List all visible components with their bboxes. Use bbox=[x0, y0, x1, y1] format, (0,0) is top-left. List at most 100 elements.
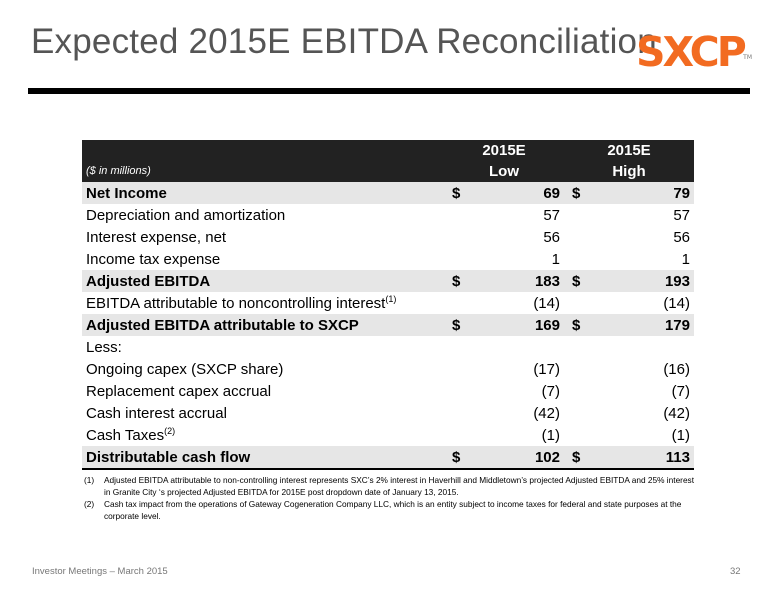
value-low: 69 bbox=[470, 182, 564, 204]
header-spacer bbox=[82, 140, 444, 160]
currency-low: $ bbox=[444, 182, 470, 204]
value-high: 57 bbox=[673, 206, 690, 224]
table-header-row-2: ($ in millions) Low High bbox=[82, 160, 694, 182]
footnote-text: Cash tax impact from the operations of G… bbox=[104, 499, 682, 521]
value-low: 1 bbox=[551, 250, 560, 268]
row-label-text: Distributable cash flow bbox=[86, 448, 251, 466]
currency-low bbox=[444, 248, 470, 270]
row-label-text: Interest expense, net bbox=[86, 228, 227, 246]
value-high: 193 bbox=[590, 270, 694, 292]
currency-low: $ bbox=[444, 270, 470, 292]
footnote-number: (1) bbox=[84, 475, 95, 485]
row-label: Cash interest accrual bbox=[82, 402, 444, 424]
currency-high: $ bbox=[564, 270, 590, 292]
row-label: Income tax expense bbox=[82, 248, 444, 270]
currency-high: $ bbox=[564, 182, 590, 204]
row-label: Depreciation and amortization bbox=[82, 204, 444, 226]
value-high: 79 bbox=[590, 182, 694, 204]
currency-high: $ bbox=[564, 314, 590, 336]
row-label: Adjusted EBITDA attributable to SXCP bbox=[82, 314, 444, 336]
currency-low bbox=[444, 204, 470, 226]
row-label-text: EBITDA attributable to noncontrolling in… bbox=[86, 295, 386, 312]
row-label: Replacement capex accrual bbox=[82, 380, 444, 402]
logo-text: SXCP bbox=[636, 28, 747, 76]
currency-high bbox=[564, 336, 590, 358]
row-label-text: Adjusted EBITDA bbox=[86, 272, 211, 290]
table-header-row-1: 2015E 2015E bbox=[82, 140, 694, 160]
currency-high bbox=[564, 226, 590, 248]
row-label: Less: bbox=[82, 336, 444, 358]
row-label-text: Less: bbox=[86, 338, 122, 356]
value-low: (42) bbox=[533, 404, 560, 422]
value-high: (14) bbox=[663, 294, 690, 312]
value-low: (1) bbox=[541, 426, 560, 444]
table-row: Income tax expense 1 1 bbox=[82, 248, 694, 270]
currency-low bbox=[444, 336, 470, 358]
col-high-label: High bbox=[564, 160, 694, 182]
units-label: ($ in millions) bbox=[82, 160, 444, 182]
value-high: 56 bbox=[673, 228, 690, 246]
row-label-text: Depreciation and amortization bbox=[86, 206, 286, 224]
value-low bbox=[470, 336, 564, 358]
value-low: (7) bbox=[541, 382, 560, 400]
footnote-number: (2) bbox=[84, 499, 95, 509]
value-low: 57 bbox=[543, 206, 560, 224]
table-row: Less: bbox=[82, 336, 694, 358]
value-high: (42) bbox=[663, 404, 690, 422]
table-row: Cash Taxes(2) (1) (1) bbox=[82, 424, 694, 446]
value-high: 113 bbox=[590, 446, 694, 470]
table-row: EBITDA attributable to noncontrolling in… bbox=[82, 292, 694, 314]
value-high: (7) bbox=[671, 382, 690, 400]
currency-low bbox=[444, 226, 470, 248]
logo-trademark: TM bbox=[743, 54, 752, 61]
row-label-text: Ongoing capex (SXCP share) bbox=[86, 360, 284, 378]
slide-title: Expected 2015E EBITDA Reconciliation bbox=[31, 22, 657, 61]
table-row: Adjusted EBITDA $183 $193 bbox=[82, 270, 694, 292]
currency-high bbox=[564, 380, 590, 402]
currency-low bbox=[444, 292, 470, 314]
currency-low bbox=[444, 424, 470, 446]
value-high: 179 bbox=[590, 314, 694, 336]
value-low: 183 bbox=[470, 270, 564, 292]
row-label-text: Replacement capex accrual bbox=[86, 382, 272, 400]
value-low: 102 bbox=[470, 446, 564, 470]
col-high-year: 2015E bbox=[564, 140, 694, 160]
col-low-label: Low bbox=[444, 160, 564, 182]
ebitda-reconciliation-table: 2015E 2015E ($ in millions) Low High Net… bbox=[82, 140, 694, 470]
currency-low: $ bbox=[444, 446, 470, 470]
table-row: Distributable cash flow $102 $113 bbox=[82, 446, 694, 470]
value-high bbox=[590, 336, 694, 358]
currency-low: $ bbox=[444, 314, 470, 336]
currency-high bbox=[564, 402, 590, 424]
footnotes: (1) Adjusted EBITDA attributable to non-c… bbox=[84, 474, 694, 522]
table-row: Replacement capex accrual (7) (7) bbox=[82, 380, 694, 402]
row-label-text: Adjusted EBITDA attributable to SXCP bbox=[86, 316, 359, 334]
footnote: (2) Cash tax impact from the operations o… bbox=[84, 498, 694, 522]
row-label-text: Net Income bbox=[86, 184, 167, 202]
footnote-marker: (2) bbox=[164, 426, 176, 436]
footnote: (1) Adjusted EBITDA attributable to non-c… bbox=[84, 474, 694, 498]
table-row: Ongoing capex (SXCP share) (17) (16) bbox=[82, 358, 694, 380]
value-low: (17) bbox=[533, 360, 560, 378]
value-low: (14) bbox=[533, 294, 560, 312]
footnote-marker: (1) bbox=[385, 294, 397, 304]
col-low-year: 2015E bbox=[444, 140, 564, 160]
table-row: Cash interest accrual (42) (42) bbox=[82, 402, 694, 424]
row-label: Net Income bbox=[82, 182, 444, 204]
row-label: Interest expense, net bbox=[82, 226, 444, 248]
row-label-text: Income tax expense bbox=[86, 250, 221, 268]
value-high: 1 bbox=[681, 250, 690, 268]
table-row: Adjusted EBITDA attributable to SXCP $169… bbox=[82, 314, 694, 336]
row-label: Cash Taxes(2) bbox=[82, 424, 444, 446]
currency-high bbox=[564, 424, 590, 446]
table-row: Net Income $69 $79 bbox=[82, 182, 694, 204]
page-number: 32 bbox=[730, 566, 741, 577]
row-label: Distributable cash flow bbox=[82, 446, 444, 470]
row-label-text: Cash Taxes bbox=[86, 427, 165, 444]
table-row: Depreciation and amortization 57 57 bbox=[82, 204, 694, 226]
currency-high bbox=[564, 358, 590, 380]
row-label: Adjusted EBITDA bbox=[82, 270, 444, 292]
currency-high bbox=[564, 292, 590, 314]
currency-high bbox=[564, 204, 590, 226]
title-divider bbox=[28, 88, 750, 94]
